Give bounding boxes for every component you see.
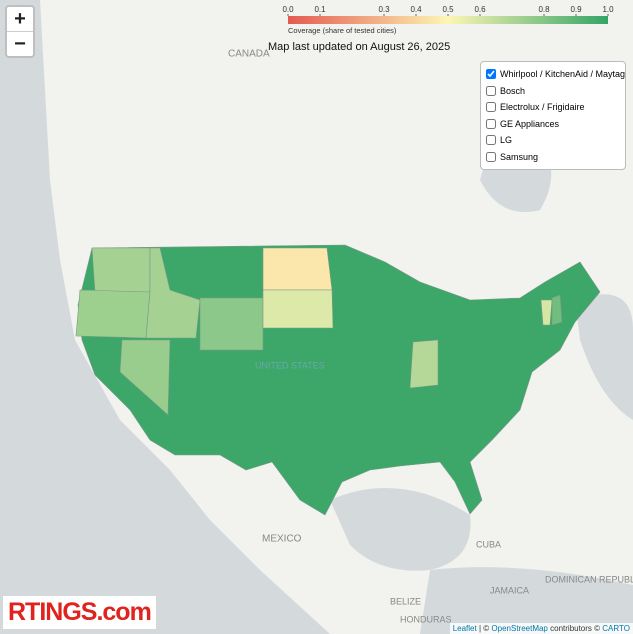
layer-label[interactable]: LG <box>500 135 513 146</box>
atlantic <box>575 294 633 420</box>
layer-option[interactable]: LG <box>486 132 620 149</box>
region <box>262 289 334 329</box>
layer-checkbox[interactable] <box>486 102 496 113</box>
legend-caption: Coverage (share of tested cities) <box>288 26 397 35</box>
attribution: Leaflet | © OpenStreetMap contributors ©… <box>449 623 633 634</box>
layer-option[interactable]: Whirlpool / KitchenAid / Maytag <box>486 66 625 83</box>
layer-checkbox[interactable] <box>486 85 496 96</box>
legend-tick-label: 0.1 <box>314 5 326 14</box>
layer-checkbox[interactable] <box>486 118 496 129</box>
layer-label[interactable]: Bosch <box>500 85 526 96</box>
layer-control: Whirlpool / KitchenAid / Maytag Bosch Elec… <box>480 61 626 170</box>
layer-option[interactable]: Bosch <box>486 83 620 100</box>
place-label: JAMAICA <box>490 585 529 595</box>
region <box>262 247 333 291</box>
layer-checkbox[interactable] <box>486 135 496 146</box>
place-label: MEXICO <box>262 534 302 545</box>
place-label: CUBA <box>476 539 501 549</box>
legend-tick-label: 0.5 <box>442 5 454 14</box>
region <box>199 297 264 351</box>
logo-brand: RTINGS <box>8 598 97 626</box>
layer-option[interactable]: GE Appliances <box>486 116 620 133</box>
legend-tick-label: 0.0 <box>282 5 294 14</box>
attr-link[interactable]: Leaflet <box>452 624 477 633</box>
legend-tick-label: 0.8 <box>538 5 550 14</box>
caribbean <box>420 567 633 634</box>
layer-checkbox[interactable] <box>486 69 496 80</box>
legend-tick-label: 1.0 <box>602 5 614 14</box>
legend-tick-label: 0.6 <box>474 5 486 14</box>
region <box>91 247 151 293</box>
zoom-control: + − <box>5 5 35 58</box>
place-label: BELIZE <box>390 596 421 606</box>
layer-label[interactable]: Samsung <box>500 151 539 162</box>
region <box>119 339 171 416</box>
gulf <box>330 488 471 571</box>
place-label: DOMINICAN REPUBLIC <box>545 574 633 584</box>
layer-checkbox[interactable] <box>486 151 496 162</box>
logo-suffix: .com <box>96 598 151 626</box>
region <box>409 339 439 389</box>
updated-note: Map last updated on August 26, 2025 <box>268 41 451 53</box>
place-label: UNITED STATES <box>255 360 325 370</box>
layer-label[interactable]: Electrolux / Frigidaire <box>500 102 585 113</box>
attr-link[interactable]: OpenStreetMap <box>491 624 548 633</box>
region <box>75 289 151 339</box>
region <box>145 247 201 339</box>
legend-tick-label: 0.9 <box>570 5 582 14</box>
layer-label[interactable]: Whirlpool / KitchenAid / Maytag <box>500 69 626 80</box>
attr-text: | © <box>478 624 490 633</box>
attr-link[interactable]: CARTO <box>602 624 630 633</box>
attr-text: contributors © <box>550 624 601 633</box>
layer-label[interactable]: GE Appliances <box>500 118 560 129</box>
ocean <box>0 0 330 634</box>
legend-tick-label: 0.4 <box>410 5 422 14</box>
zoom-in[interactable]: + <box>14 8 26 30</box>
legend-tick-label: 0.3 <box>378 5 390 14</box>
region <box>551 294 563 326</box>
colorbar <box>288 16 608 24</box>
zoom-out[interactable]: − <box>7 31 33 56</box>
logo: RTINGS.com <box>3 596 156 629</box>
place-label: CANADA <box>228 49 270 60</box>
layer-option[interactable]: Samsung <box>486 149 620 166</box>
place-label: HONDURAS <box>400 614 452 624</box>
layer-option[interactable]: Electrolux / Frigidaire <box>486 99 620 116</box>
region <box>540 299 553 326</box>
